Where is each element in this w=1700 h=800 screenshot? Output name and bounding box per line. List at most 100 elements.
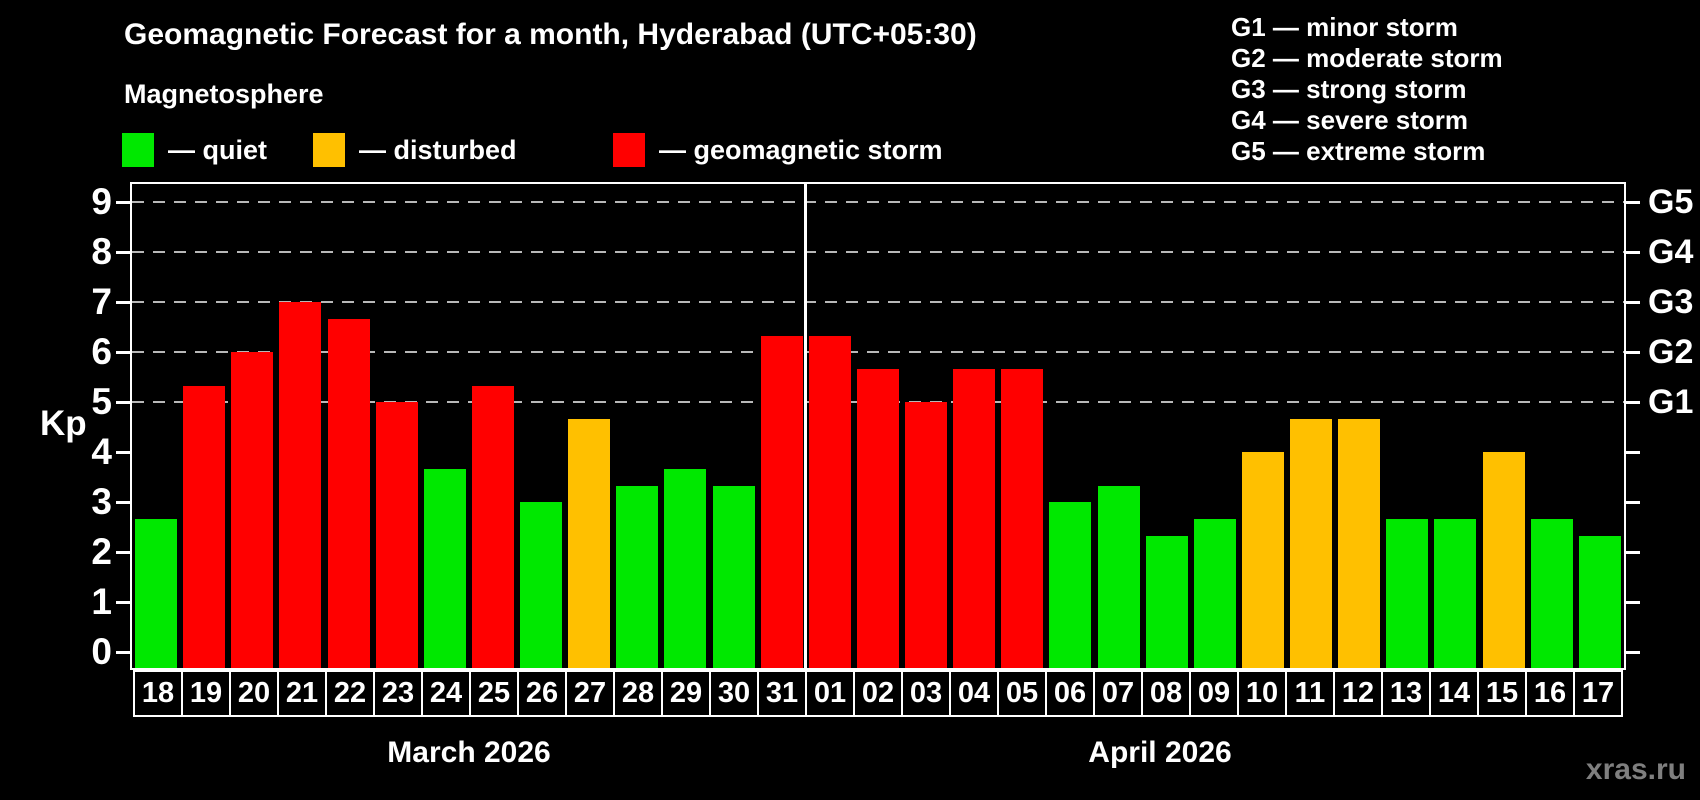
right-tick-0 <box>1626 651 1640 654</box>
plot-inner <box>132 184 1624 668</box>
gridline-kp-9 <box>132 201 1624 203</box>
y-tick-6 <box>116 351 130 354</box>
bar-day-19 <box>183 385 226 668</box>
y-tick-label-1: 1 <box>91 581 112 622</box>
bar-day-14 <box>1434 518 1477 668</box>
legend-item-disturbed: — disturbed <box>313 132 517 168</box>
bar-day-29 <box>664 468 707 668</box>
day-cell-03: 03 <box>901 670 951 717</box>
day-cell-02: 02 <box>853 670 903 717</box>
y-tick-label-8: 8 <box>91 231 112 272</box>
legend-label-quiet: — quiet <box>168 134 267 165</box>
right-axis-label-g5: G5 <box>1648 183 1694 221</box>
legend-swatch-storm-icon <box>613 133 645 167</box>
y-tick-0 <box>116 651 130 654</box>
day-label-row: 18 19 20 21 22 23 24 25 26 27 28 29 30 31 01 02 03 04 05 06… <box>133 670 1623 717</box>
legend-item-quiet: — quiet <box>122 132 267 168</box>
chart-title: Geomagnetic Forecast for a month, Hydera… <box>124 18 977 51</box>
right-tick-9 <box>1626 201 1640 204</box>
day-cell-14: 14 <box>1429 670 1479 717</box>
day-cell-09: 09 <box>1189 670 1239 717</box>
day-cell-06: 06 <box>1045 670 1095 717</box>
right-axis-label-g2: G2 <box>1648 333 1694 371</box>
day-cell-20: 20 <box>229 670 279 717</box>
month-label-march: March 2026 <box>387 736 551 769</box>
g-legend-line-1: G1 — minor storm <box>1231 12 1458 42</box>
y-tick-5 <box>116 401 130 404</box>
y-tick-9 <box>116 201 130 204</box>
y-tick-2 <box>116 551 130 554</box>
day-cell-24: 24 <box>421 670 471 717</box>
bar-day-25 <box>471 385 514 668</box>
day-cell-10: 10 <box>1237 670 1287 717</box>
day-cell-31: 31 <box>757 670 807 717</box>
day-cell-19: 19 <box>181 670 231 717</box>
y-tick-label-6: 6 <box>91 331 112 372</box>
y-tick-label-3: 3 <box>91 481 112 522</box>
legend-label-storm: — geomagnetic storm <box>659 134 943 165</box>
g-legend-line-5: G5 — extreme storm <box>1231 136 1486 166</box>
bar-day-05 <box>1001 368 1044 668</box>
day-cell-11: 11 <box>1285 670 1335 717</box>
bar-day-03 <box>905 402 948 668</box>
legend-item-storm: — geomagnetic storm <box>613 132 943 168</box>
right-tick-5 <box>1626 401 1640 404</box>
day-cell-25: 25 <box>469 670 519 717</box>
day-cell-30: 30 <box>709 670 759 717</box>
month-label-april: April 2026 <box>1088 736 1232 769</box>
y-tick-label-5: 5 <box>91 381 112 422</box>
y-tick-1 <box>116 601 130 604</box>
bar-day-28 <box>616 485 659 668</box>
chart-subtitle: Magnetosphere <box>124 79 324 109</box>
y-tick-3 <box>116 501 130 504</box>
y-tick-label-4: 4 <box>91 431 112 472</box>
bar-day-22 <box>327 318 370 668</box>
y-tick-8 <box>116 251 130 254</box>
day-cell-17: 17 <box>1573 670 1623 717</box>
bar-day-18 <box>135 518 177 668</box>
day-cell-27: 27 <box>565 670 615 717</box>
day-cell-18: 18 <box>133 670 183 717</box>
right-tick-1 <box>1626 601 1640 604</box>
y-axis-label: Kp <box>40 404 87 443</box>
right-tick-3 <box>1626 501 1640 504</box>
legend-swatch-quiet-icon <box>122 133 154 167</box>
bar-day-31 <box>760 335 803 668</box>
day-cell-01: 01 <box>805 670 855 717</box>
g-legend-line-4: G4 — severe storm <box>1231 105 1469 135</box>
bar-day-13 <box>1386 518 1429 668</box>
legend-label-disturbed: — disturbed <box>359 134 517 165</box>
bar-day-20 <box>231 352 274 668</box>
bar-day-30 <box>712 485 755 668</box>
day-cell-13: 13 <box>1381 670 1431 717</box>
bar-day-26 <box>520 502 563 668</box>
bar-day-07 <box>1097 485 1140 668</box>
day-cell-12: 12 <box>1333 670 1383 717</box>
y-tick-label-9: 9 <box>91 181 112 222</box>
bar-day-06 <box>1049 502 1092 668</box>
bar-day-24 <box>423 468 466 668</box>
bar-day-11 <box>1290 418 1333 668</box>
bar-day-17 <box>1578 535 1621 668</box>
day-cell-07: 07 <box>1093 670 1143 717</box>
g-legend-line-2: G2 — moderate storm <box>1231 43 1503 73</box>
bar-day-16 <box>1530 518 1573 668</box>
bar-day-12 <box>1338 418 1381 668</box>
right-tick-6 <box>1626 351 1640 354</box>
watermark: xras.ru <box>1585 753 1686 786</box>
bar-day-23 <box>375 402 418 668</box>
y-tick-7 <box>116 301 130 304</box>
bar-day-02 <box>856 368 899 668</box>
day-cell-22: 22 <box>325 670 375 717</box>
bar-day-27 <box>568 418 611 668</box>
day-cell-15: 15 <box>1477 670 1527 717</box>
right-tick-4 <box>1626 451 1640 454</box>
bar-day-15 <box>1482 452 1525 668</box>
gridline-kp-7 <box>132 301 1624 303</box>
y-tick-label-0: 0 <box>91 631 112 672</box>
day-cell-26: 26 <box>517 670 567 717</box>
day-cell-04: 04 <box>949 670 999 717</box>
g-scale-legend: G1 — minor storm G2 — moderate storm G3 — … <box>1231 12 1503 167</box>
g-legend-line-3: G3 — strong storm <box>1231 74 1467 104</box>
right-tick-7 <box>1626 301 1640 304</box>
